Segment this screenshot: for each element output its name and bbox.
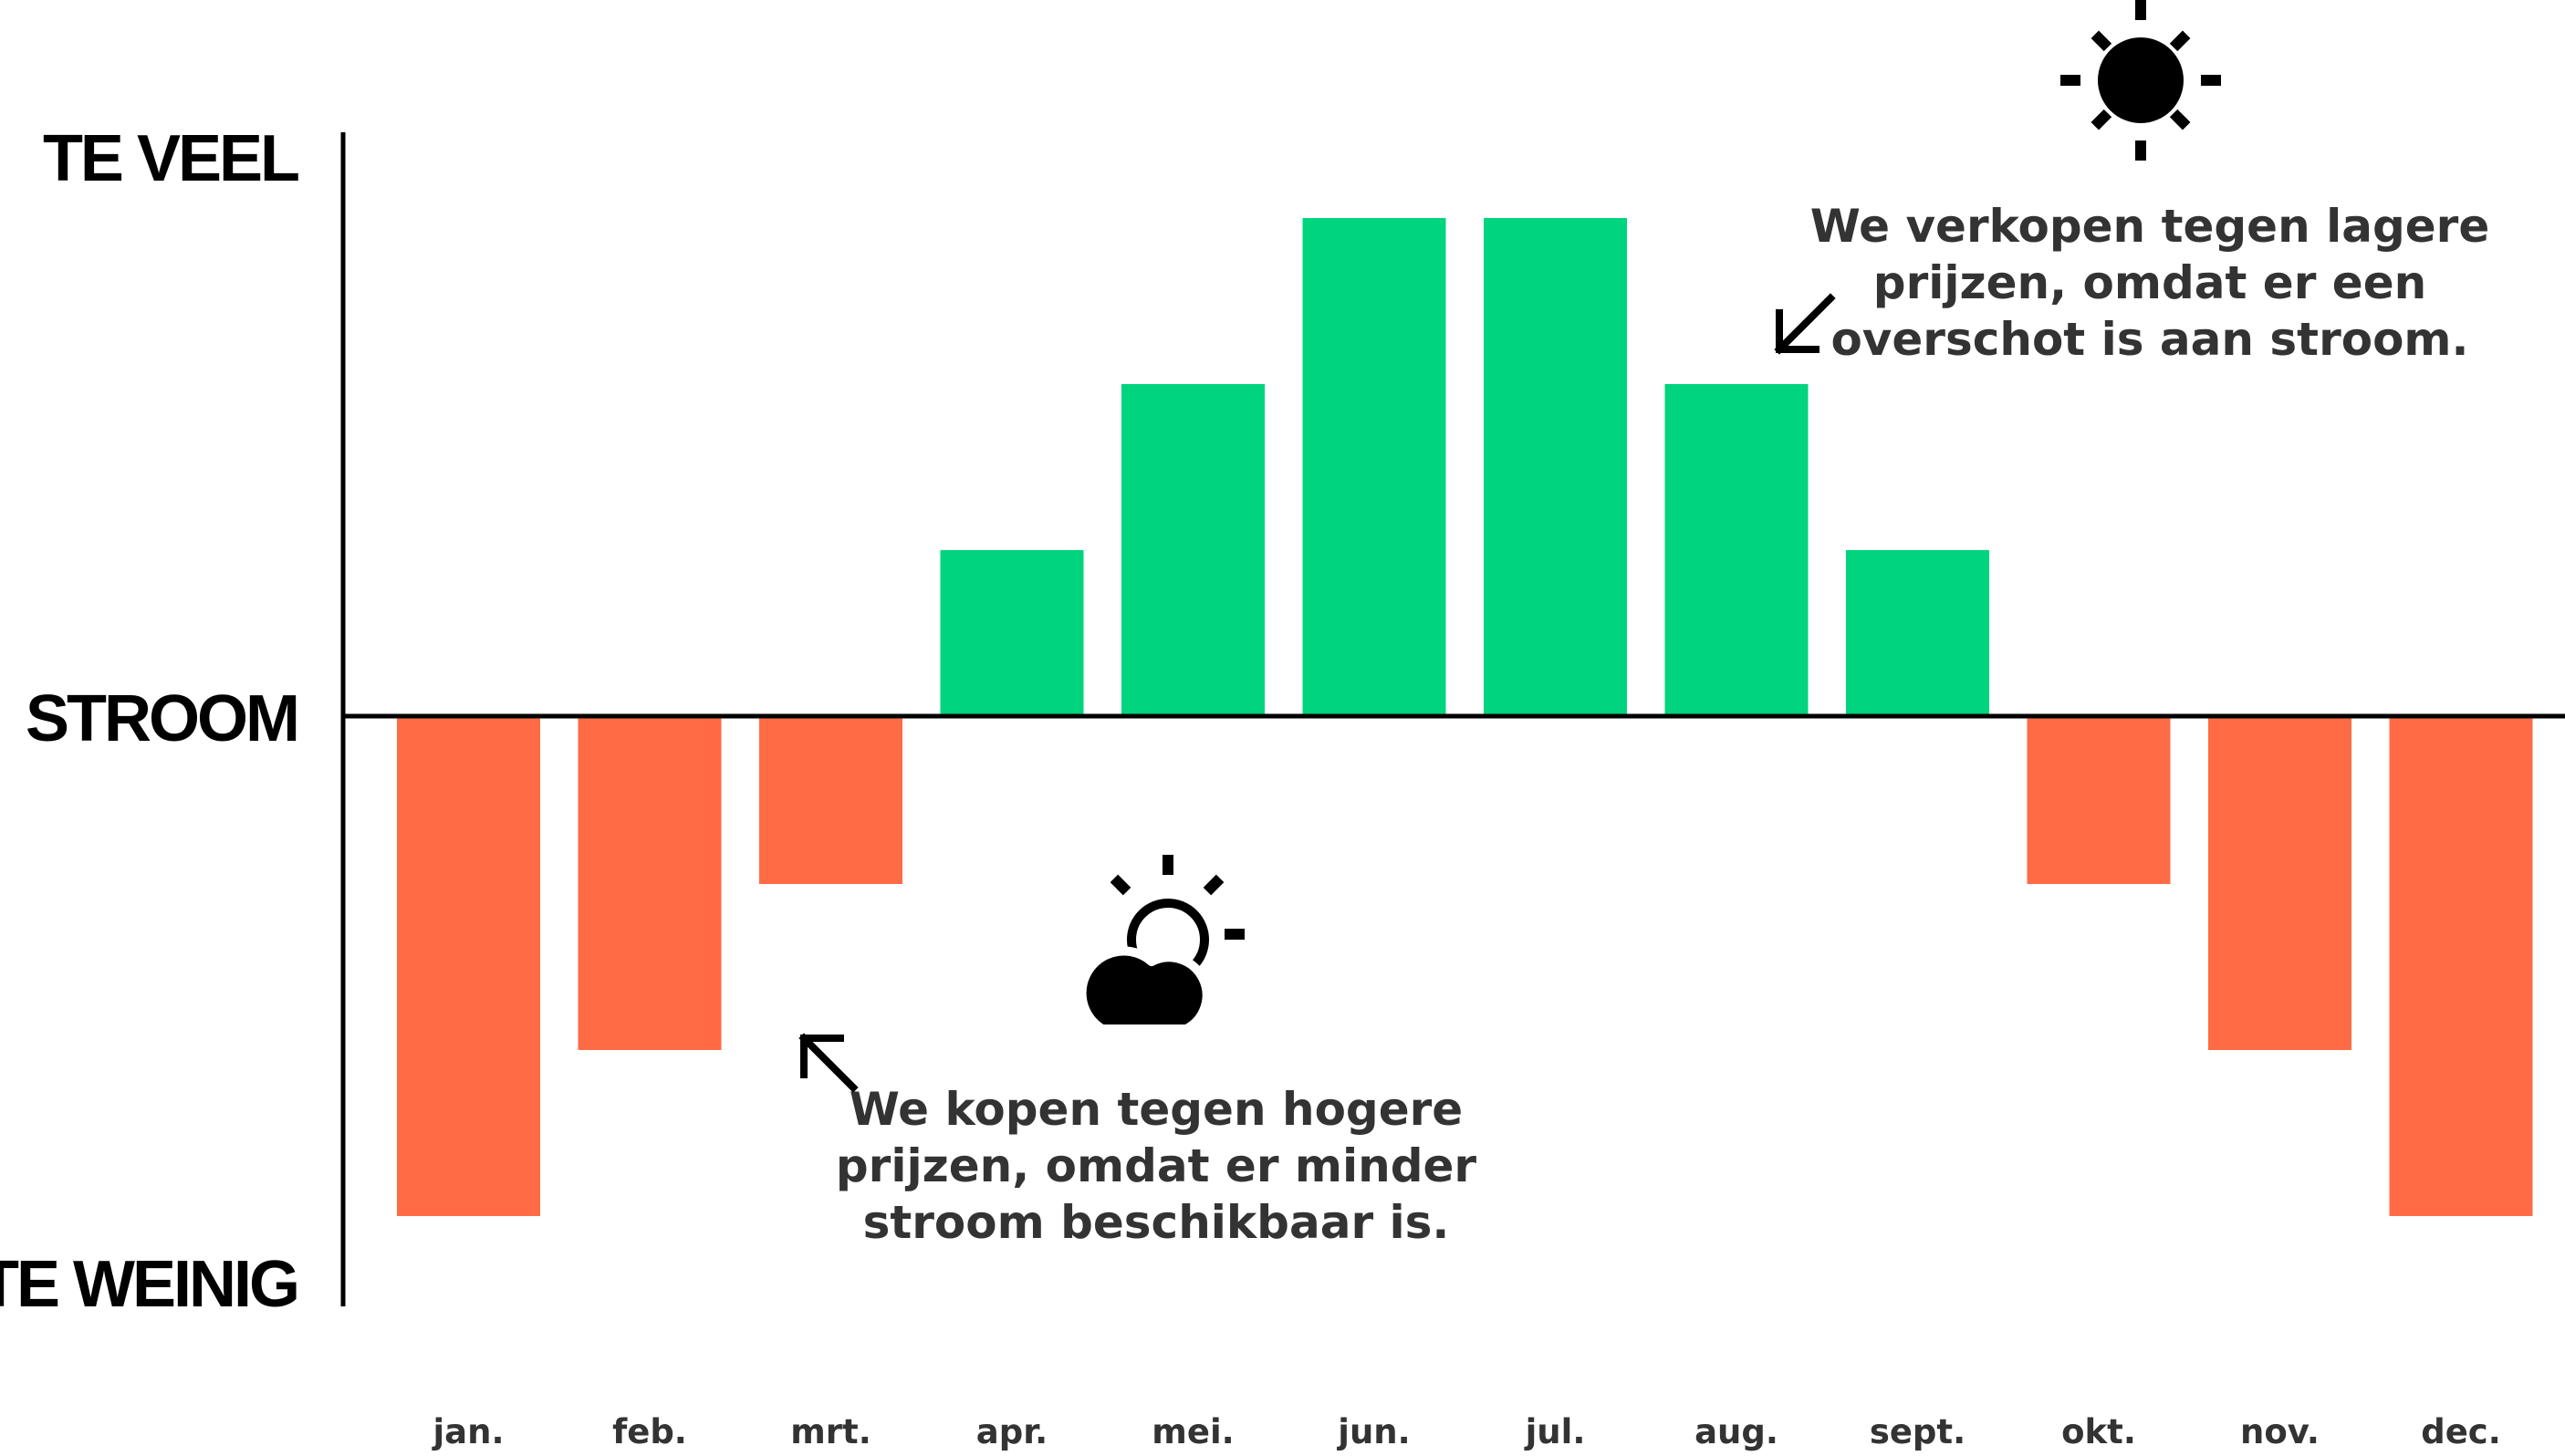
shortage-annotation: We kopen tegen hogere prijzen, omdat er … [836, 1083, 1477, 1249]
x-label-okt: okt. [2061, 1412, 2136, 1451]
bar-dec [2389, 718, 2533, 1216]
surplus-annotation-line-2: prijzen, omdat er een [1873, 256, 2426, 309]
shortage-annotation-line-1: We kopen tegen hogere [850, 1083, 1463, 1136]
shortage-annotation-line-3: stroom beschikbaar is. [863, 1196, 1450, 1249]
x-label-nov: nov. [2240, 1412, 2320, 1451]
x-label-aug: aug. [1694, 1412, 1778, 1451]
surplus-annotation-line-3: overschot is aan stroom. [1830, 313, 2468, 366]
y-label-bottom: TE WEINIG [0, 1248, 297, 1321]
x-label-mrt: mrt. [790, 1412, 871, 1451]
surplus-annotation-line-1: We verkopen tegen lagere [1810, 200, 2489, 253]
bar-okt [2027, 718, 2171, 884]
bar-jan [397, 718, 540, 1216]
y-label-top: TE VEEL [43, 122, 298, 195]
cloud-sun-icon [1077, 855, 1245, 1034]
bar-apr [940, 550, 1084, 716]
bar-jul [1484, 218, 1627, 716]
bar-group [397, 218, 2533, 1216]
x-label-feb: feb. [612, 1412, 687, 1451]
arrow-up-left-icon [798, 1033, 859, 1093]
shortage-annotation-line-2: prijzen, omdat er minder [836, 1139, 1477, 1192]
x-axis-labels: jan. feb. mrt. apr. mei. jun. jul. aug. sept. okt… [431, 1412, 2500, 1451]
sun-icon [2060, 0, 2221, 161]
x-label-apr: apr. [976, 1412, 1048, 1451]
bar-aug [1664, 384, 1809, 716]
y-label-middle: STROOM [26, 682, 297, 755]
bar-feb [578, 718, 722, 1050]
bar-sept [1846, 550, 1989, 716]
x-label-jan: jan. [431, 1412, 504, 1451]
surplus-annotation: We verkopen tegen lagere prijzen, omdat … [1810, 200, 2489, 366]
x-label-dec: dec. [2421, 1412, 2501, 1451]
bar-mei [1121, 384, 1265, 716]
bar-mrt [759, 718, 902, 884]
x-label-mei: mei. [1152, 1412, 1234, 1451]
bar-nov [2208, 718, 2351, 1050]
x-label-sept: sept. [1870, 1412, 1965, 1451]
bar-jun [1302, 218, 1446, 716]
x-label-jun: jun. [1336, 1412, 1410, 1451]
arrow-down-left-icon [1774, 293, 1836, 355]
x-label-jul: jul. [1524, 1412, 1586, 1451]
